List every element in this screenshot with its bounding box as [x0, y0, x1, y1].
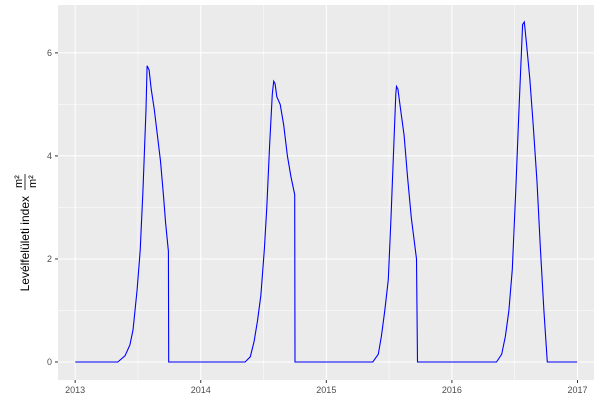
x-tick-label: 2013 [65, 385, 85, 395]
y-tick-label: 6 [47, 48, 52, 58]
y-axis-unit-denominator: m² [27, 175, 39, 188]
y-tick-label: 2 [47, 254, 52, 264]
y-axis: 0 2 4 6 [47, 48, 58, 367]
x-tick-label: 2014 [191, 385, 211, 395]
y-axis-unit-numerator: m² [13, 175, 25, 188]
x-axis: 2013 2014 2015 2016 2017 [65, 380, 588, 395]
y-axis-title-text: Levélfelületi index [18, 196, 32, 291]
grid-lines [58, 5, 594, 380]
x-tick-label: 2015 [316, 385, 336, 395]
series-line [75, 20, 578, 363]
y-tick-label: 0 [47, 357, 52, 367]
x-tick-label: 2017 [567, 385, 587, 395]
y-tick-label: 4 [47, 151, 52, 161]
y-axis-title: Levélfelületi index m² m² [13, 174, 39, 291]
x-tick-label: 2016 [442, 385, 462, 395]
